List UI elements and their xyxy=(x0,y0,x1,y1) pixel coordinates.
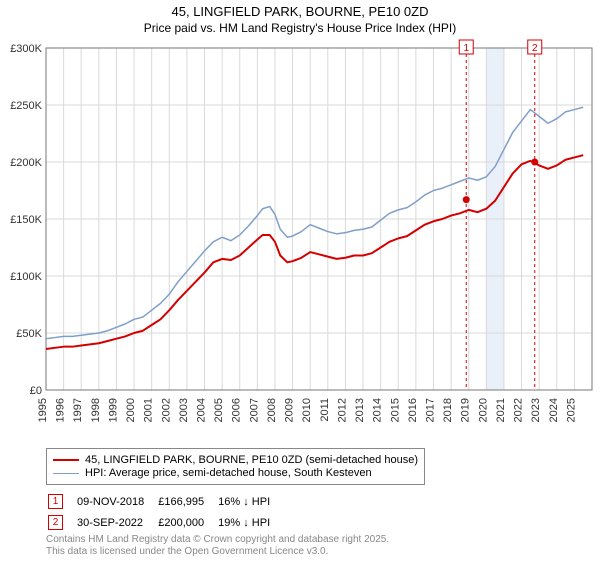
svg-text:1996: 1996 xyxy=(55,398,67,422)
svg-text:2023: 2023 xyxy=(530,398,542,422)
svg-text:1: 1 xyxy=(463,43,469,54)
legend-row-price-paid: 45, LINGFIELD PARK, BOURNE, PE10 0ZD (se… xyxy=(53,454,418,466)
svg-text:1998: 1998 xyxy=(90,398,102,422)
svg-text:2001: 2001 xyxy=(143,398,155,422)
svg-text:£250K: £250K xyxy=(10,100,42,112)
chart-svg: £0 £50K £100K £150K £200K £250K £300K 1995 1996 1… xyxy=(0,4,600,450)
svg-text:1995: 1995 xyxy=(37,398,49,422)
svg-text:2014: 2014 xyxy=(372,398,384,422)
svg-text:2002: 2002 xyxy=(160,398,172,422)
svg-text:1997: 1997 xyxy=(72,398,84,422)
legend-swatch-price-paid xyxy=(53,459,79,461)
sale-price: £200,000 xyxy=(158,513,216,532)
legend: 45, LINGFIELD PARK, BOURNE, PE10 0ZD (se… xyxy=(46,448,425,485)
svg-text:2021: 2021 xyxy=(495,398,507,422)
table-row: 1 09-NOV-2018£166,99516% ↓ HPI xyxy=(48,492,282,511)
footer-line-1: Contains HM Land Registry data © Crown c… xyxy=(46,534,389,545)
svg-text:2016: 2016 xyxy=(407,398,419,422)
svg-text:2012: 2012 xyxy=(336,398,348,422)
svg-text:2006: 2006 xyxy=(231,398,243,422)
svg-text:£300K: £300K xyxy=(10,43,42,55)
svg-text:2020: 2020 xyxy=(477,398,489,422)
svg-text:2019: 2019 xyxy=(460,398,472,422)
sale-date: 30-SEP-2022 xyxy=(77,513,156,532)
svg-text:2018: 2018 xyxy=(442,398,454,422)
sale-delta: 16% ↓ HPI xyxy=(218,492,282,511)
svg-text:2025: 2025 xyxy=(565,398,577,422)
legend-label-hpi: HPI: Average price, semi-detached house,… xyxy=(85,467,372,479)
chart-container: 45, LINGFIELD PARK, BOURNE, PE10 0ZD Pri… xyxy=(0,4,600,564)
sales-table: 1 09-NOV-2018£166,99516% ↓ HPI 2 30-SEP-202… xyxy=(46,490,284,534)
svg-text:2017: 2017 xyxy=(424,398,436,422)
sale-date: 09-NOV-2018 xyxy=(77,492,156,511)
sale-price: £166,995 xyxy=(158,492,216,511)
svg-text:2022: 2022 xyxy=(513,398,525,422)
sale-marker-1: 1 xyxy=(48,494,63,509)
svg-text:2008: 2008 xyxy=(266,398,278,422)
svg-text:2007: 2007 xyxy=(248,398,260,422)
svg-text:£200K: £200K xyxy=(10,157,42,169)
legend-row-hpi: HPI: Average price, semi-detached house,… xyxy=(53,467,418,479)
legend-swatch-hpi xyxy=(53,473,79,474)
svg-text:£50K: £50K xyxy=(16,328,42,340)
svg-text:£0: £0 xyxy=(30,385,42,397)
legend-label-price-paid: 45, LINGFIELD PARK, BOURNE, PE10 0ZD (se… xyxy=(85,454,418,466)
sale-marker-2: 2 xyxy=(48,515,63,530)
sale-delta: 19% ↓ HPI xyxy=(218,513,282,532)
svg-text:2: 2 xyxy=(532,43,538,54)
svg-text:2005: 2005 xyxy=(213,398,225,422)
svg-text:£100K: £100K xyxy=(10,271,42,283)
svg-text:2024: 2024 xyxy=(548,398,560,422)
svg-text:2011: 2011 xyxy=(319,398,331,422)
table-row: 2 30-SEP-2022£200,00019% ↓ HPI xyxy=(48,513,282,532)
svg-text:2009: 2009 xyxy=(284,398,296,422)
svg-text:1999: 1999 xyxy=(107,398,119,422)
svg-text:£150K: £150K xyxy=(10,214,42,226)
svg-text:2000: 2000 xyxy=(125,398,137,422)
svg-text:2010: 2010 xyxy=(301,398,313,422)
svg-text:2004: 2004 xyxy=(196,398,208,422)
footer-line-2: This data is licensed under the Open Gov… xyxy=(46,546,328,557)
svg-text:2015: 2015 xyxy=(389,398,401,422)
svg-text:2003: 2003 xyxy=(178,398,190,422)
svg-text:2013: 2013 xyxy=(354,398,366,422)
